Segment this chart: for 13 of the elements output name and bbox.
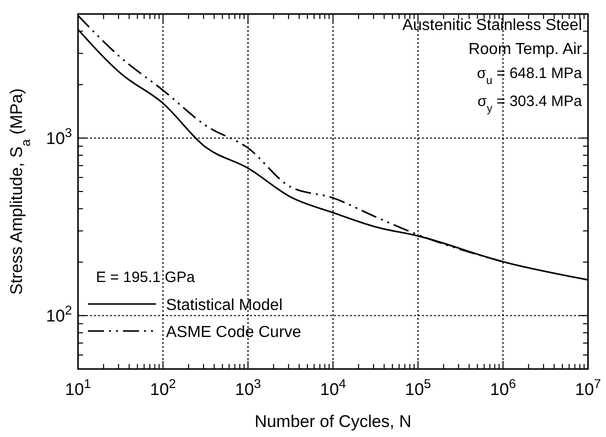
x-tick-label: 10$^{6}$: [490, 376, 516, 399]
x-tick-label: 10$^{5}$: [404, 376, 432, 399]
annotation: Austenitic Stainless Steel: [402, 17, 582, 34]
x-tick-label: 10$^{1}$: [64, 376, 92, 399]
annotation: E = 195.1 GPa: [96, 269, 196, 286]
x-axis-title: Number of Cycles, N: [254, 412, 412, 431]
x-tick-label: 10$^{2}$: [150, 376, 176, 399]
x-tick-label: 10$^{3}$: [234, 376, 262, 399]
x-tick-label: 10$^{7}$: [574, 376, 602, 399]
legend-label: ASME Code Curve: [166, 324, 302, 341]
annotation: Room Temp. Air: [468, 41, 583, 58]
legend-label: Statistical Model: [166, 297, 282, 314]
x-tick-label: 10$^{4}$: [320, 376, 346, 399]
